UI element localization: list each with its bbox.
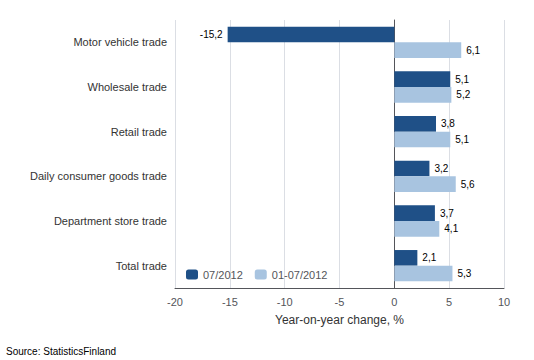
svg-text:01-07/2012: 01-07/2012: [272, 269, 328, 281]
svg-text:-15,2: -15,2: [200, 29, 223, 40]
svg-text:-5: -5: [335, 296, 345, 308]
svg-text:5,6: 5,6: [461, 179, 475, 190]
svg-text:Department store trade: Department store trade: [54, 215, 167, 227]
svg-text:6,1: 6,1: [466, 45, 480, 56]
svg-text:Source: StatisticsFinland: Source: StatisticsFinland: [6, 346, 116, 357]
svg-text:5,3: 5,3: [457, 268, 471, 279]
svg-text:10: 10: [498, 296, 510, 308]
svg-text:5: 5: [446, 296, 452, 308]
svg-text:07/2012: 07/2012: [203, 269, 243, 281]
svg-text:Wholesale trade: Wholesale trade: [88, 81, 168, 93]
svg-text:0: 0: [391, 296, 397, 308]
svg-text:3,7: 3,7: [440, 208, 454, 219]
svg-text:Year-on-year change, %: Year-on-year change, %: [275, 313, 404, 327]
svg-text:-20: -20: [167, 296, 183, 308]
svg-text:5,1: 5,1: [455, 134, 469, 145]
svg-text:Retail trade: Retail trade: [111, 126, 167, 138]
svg-text:4,1: 4,1: [444, 223, 458, 234]
svg-text:-15: -15: [222, 296, 238, 308]
svg-text:Total trade: Total trade: [116, 260, 167, 272]
svg-text:5,2: 5,2: [456, 89, 470, 100]
svg-text:Motor vehicle trade: Motor vehicle trade: [73, 36, 167, 48]
svg-text:-10: -10: [277, 296, 293, 308]
svg-text:5,1: 5,1: [455, 74, 469, 85]
svg-text:3,8: 3,8: [441, 118, 455, 129]
svg-text:Daily consumer goods trade: Daily consumer goods trade: [30, 170, 167, 182]
svg-text:2,1: 2,1: [422, 252, 436, 263]
svg-text:3,2: 3,2: [434, 163, 448, 174]
